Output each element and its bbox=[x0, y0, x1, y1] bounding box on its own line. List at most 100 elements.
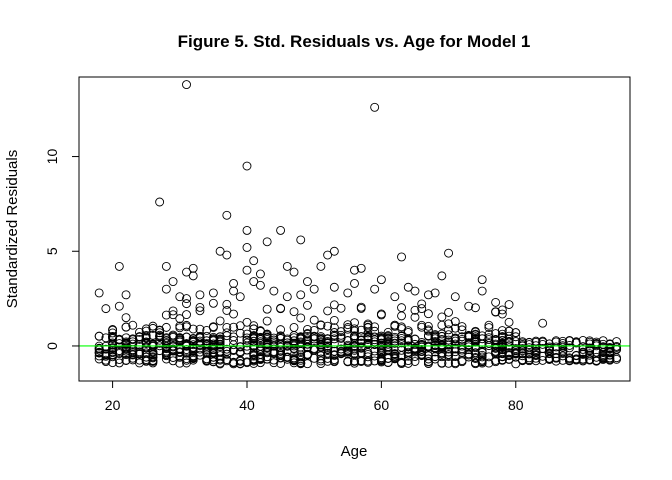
data-point bbox=[121, 290, 131, 300]
data-point bbox=[350, 357, 359, 366]
data-point bbox=[269, 347, 279, 357]
data-point bbox=[464, 340, 474, 350]
data-point bbox=[430, 288, 440, 298]
data-point bbox=[477, 350, 487, 360]
data-point bbox=[182, 294, 191, 304]
data-point bbox=[491, 335, 501, 345]
data-point bbox=[316, 356, 326, 366]
data-point bbox=[538, 344, 548, 353]
data-point bbox=[114, 301, 124, 311]
data-point bbox=[524, 349, 534, 359]
data-point bbox=[208, 288, 218, 298]
data-point bbox=[323, 350, 333, 360]
data-point bbox=[255, 354, 265, 363]
data-point bbox=[101, 333, 111, 343]
data-point bbox=[417, 320, 427, 330]
data-point bbox=[148, 357, 158, 366]
data-point bbox=[457, 322, 467, 332]
y-axis-label: Standardized Residuals bbox=[4, 150, 21, 308]
data-point bbox=[417, 299, 427, 309]
x-tick-label: 20 bbox=[105, 397, 121, 413]
data-point bbox=[94, 288, 104, 298]
data-point bbox=[94, 354, 104, 364]
data-point bbox=[249, 358, 259, 368]
data-point bbox=[249, 331, 259, 341]
data-point bbox=[242, 265, 252, 275]
data-point bbox=[484, 329, 494, 339]
data-point bbox=[410, 357, 420, 366]
data-point bbox=[403, 328, 413, 337]
data-point bbox=[410, 334, 420, 344]
data-point bbox=[444, 319, 454, 329]
data-point bbox=[437, 331, 447, 341]
data-point bbox=[235, 348, 245, 358]
data-point bbox=[242, 161, 252, 171]
data-point bbox=[471, 348, 480, 358]
data-point bbox=[121, 355, 131, 365]
data-point bbox=[195, 324, 205, 334]
data-point bbox=[309, 331, 319, 341]
data-point bbox=[323, 353, 333, 363]
data-point bbox=[444, 358, 454, 368]
data-point bbox=[423, 290, 433, 300]
data-point bbox=[444, 307, 454, 317]
data-point bbox=[444, 330, 454, 340]
data-point bbox=[121, 313, 131, 323]
data-point bbox=[296, 313, 306, 323]
data-point bbox=[276, 333, 286, 343]
data-point bbox=[249, 350, 259, 360]
data-point bbox=[215, 354, 225, 364]
data-point bbox=[296, 352, 306, 362]
data-point bbox=[423, 309, 433, 319]
data-point bbox=[222, 322, 232, 332]
data-point bbox=[356, 302, 366, 312]
data-point bbox=[390, 336, 400, 346]
data-point bbox=[497, 305, 507, 315]
data-point bbox=[168, 356, 178, 366]
data-point bbox=[161, 261, 171, 271]
data-point bbox=[202, 355, 212, 365]
data-point bbox=[329, 356, 339, 366]
data-point bbox=[222, 328, 232, 338]
data-point bbox=[229, 279, 239, 288]
data-point bbox=[316, 320, 326, 330]
data-point bbox=[538, 318, 548, 328]
data-point bbox=[323, 344, 333, 354]
data-point bbox=[121, 344, 131, 353]
data-point bbox=[242, 335, 252, 345]
data-point bbox=[195, 306, 205, 316]
data-point bbox=[289, 307, 299, 317]
data-point bbox=[376, 275, 386, 285]
data-point bbox=[296, 347, 306, 356]
data-point bbox=[128, 339, 138, 349]
data-point bbox=[155, 328, 165, 338]
x-tick-label: 40 bbox=[239, 397, 255, 413]
data-point bbox=[605, 339, 615, 349]
data-point bbox=[249, 256, 259, 266]
data-point bbox=[148, 323, 158, 333]
data-point bbox=[450, 317, 460, 326]
data-point bbox=[484, 335, 494, 345]
data-point bbox=[497, 352, 507, 361]
data-point bbox=[168, 310, 178, 320]
data-point bbox=[329, 282, 339, 292]
data-point bbox=[350, 331, 359, 341]
data-point bbox=[155, 330, 165, 340]
data-point bbox=[591, 347, 601, 357]
data-point bbox=[262, 354, 272, 364]
data-point bbox=[222, 210, 232, 220]
data-point bbox=[403, 282, 413, 292]
data-point bbox=[262, 333, 272, 343]
data-point bbox=[511, 332, 521, 342]
data-point bbox=[276, 331, 286, 341]
data-point bbox=[565, 336, 574, 345]
data-point bbox=[316, 354, 326, 364]
data-point bbox=[403, 356, 413, 366]
data-point bbox=[141, 343, 151, 353]
data-point bbox=[450, 358, 460, 368]
data-point bbox=[269, 333, 279, 343]
data-point bbox=[491, 357, 501, 367]
data-point bbox=[544, 349, 554, 359]
data-point bbox=[235, 321, 245, 331]
data-point bbox=[585, 343, 595, 353]
